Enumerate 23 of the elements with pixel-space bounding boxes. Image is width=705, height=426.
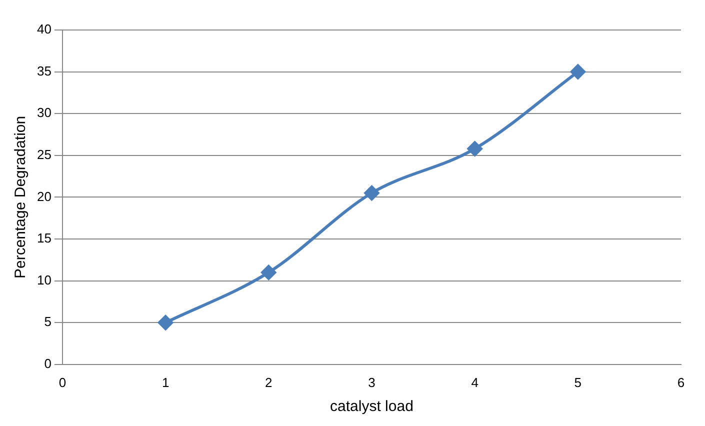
y-tick-label: 10 (36, 272, 52, 288)
x-tick-label: 6 (677, 374, 685, 390)
x-tick-label: 5 (574, 374, 582, 390)
point (364, 186, 380, 201)
point (261, 264, 276, 280)
y-tick-label: 5 (44, 314, 52, 330)
x-tick-label: 2 (265, 374, 272, 390)
y-tick-label: 15 (36, 230, 52, 246)
x-tick-label: 3 (368, 374, 376, 390)
point (570, 64, 586, 80)
y-tick-label: 35 (36, 63, 52, 78)
y-tick-label: 40 (36, 22, 52, 37)
y-tick-label: 0 (44, 356, 52, 371)
point (467, 141, 482, 156)
x-axis-title: catalyst load (330, 398, 414, 416)
x-tick-label: 4 (471, 374, 478, 390)
y-tick-label: 20 (36, 188, 52, 204)
point (158, 315, 174, 330)
y-axis-title: Percentage Degradation (12, 116, 30, 279)
x-tick-label: 0 (58, 374, 66, 390)
x-tick-label: 1 (162, 374, 170, 390)
y-tick-label: 25 (36, 146, 52, 162)
y-tick-label: 30 (36, 105, 52, 120)
